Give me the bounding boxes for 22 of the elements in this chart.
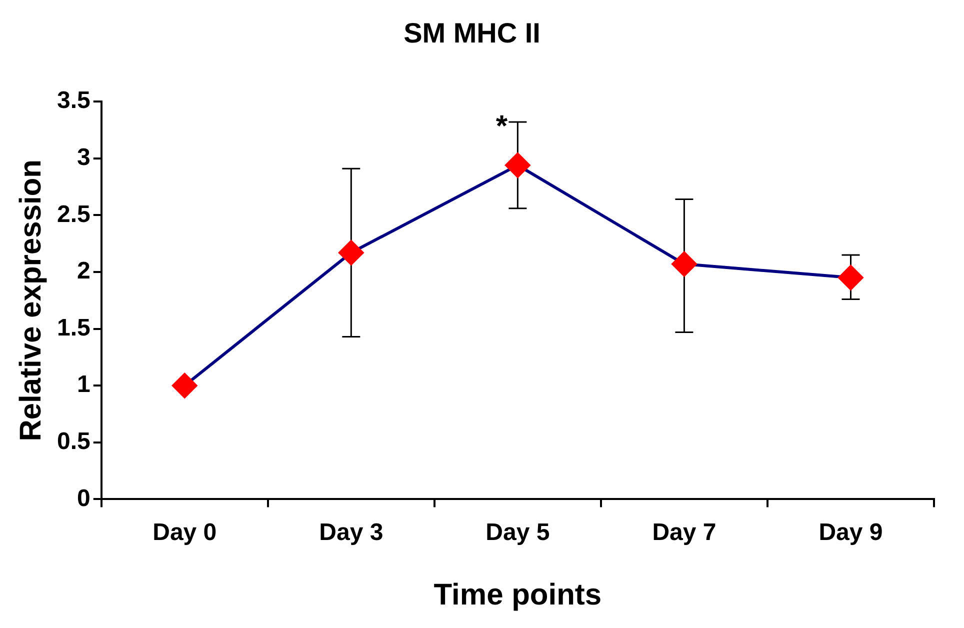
point: [338, 240, 364, 266]
x-tick-label: Day 0: [152, 519, 217, 546]
y-axis-title: Relative expression: [14, 159, 48, 442]
y-tick-label: 0.5: [56, 428, 90, 456]
x-axis-title: Time points: [434, 578, 602, 612]
y-tick-label: 3: [77, 144, 90, 172]
point: [172, 373, 198, 398]
y-tick-label: 2: [77, 258, 90, 285]
x-tick-label: Day 3: [319, 519, 384, 546]
y-tick-label: 0: [77, 484, 90, 512]
point: [672, 252, 697, 277]
x-tick-label: Day 5: [486, 519, 550, 546]
y-tick-label: 1.5: [56, 314, 90, 342]
point: [505, 152, 530, 178]
x-tick-label: Day 7: [652, 519, 716, 546]
annotation: *: [496, 110, 508, 144]
y-tick-label: 1: [77, 371, 90, 398]
y-tick-label: 2.5: [56, 200, 90, 228]
point: [838, 265, 864, 290]
y-tick-label: 3.5: [56, 87, 90, 114]
x-tick-label: Day 9: [818, 519, 883, 546]
chart-title: SM MHC II: [404, 18, 540, 49]
